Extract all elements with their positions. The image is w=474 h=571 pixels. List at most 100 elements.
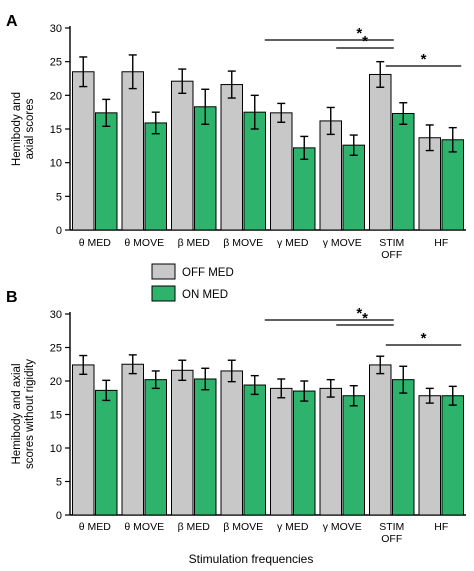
significance-star: * (356, 305, 362, 322)
bar-off-med (121, 363, 144, 516)
y-tick-label: 0 (56, 225, 62, 237)
category-label: θ MOVE (124, 521, 164, 533)
bar-off-med (319, 120, 342, 231)
category-label-line: γ MED (277, 237, 309, 249)
legend-label: ON MED (182, 289, 228, 301)
y-tick-label: 30 (50, 23, 62, 35)
category-label: θ MOVE (124, 237, 164, 249)
bar-on-med (144, 122, 167, 231)
category-label: γ MED (277, 237, 309, 249)
y-tick-label: 0 (56, 510, 62, 522)
bar-on-med (293, 147, 316, 231)
bar-on-med (293, 390, 316, 516)
bar-on-med (392, 113, 415, 231)
legend-swatch (151, 285, 176, 302)
bar-off-med (418, 395, 441, 516)
legend-label: OFF MED (182, 267, 234, 279)
bar-on-med (342, 144, 365, 231)
category-label: β MOVE (223, 237, 263, 249)
y-tick-label: 25 (50, 57, 62, 69)
category-label: θ MED (79, 521, 112, 533)
category-label-line: β MOVE (223, 237, 263, 249)
bar-off-med (72, 364, 95, 516)
bar-on-med (95, 112, 118, 231)
bar-on-med (194, 106, 217, 231)
significance-star: * (362, 33, 368, 50)
bar-off-med (220, 84, 243, 231)
category-label-line: γ MOVE (323, 237, 362, 249)
y-tick-label: 5 (56, 191, 62, 203)
y-axis-label-line: scores without rigidity (24, 359, 36, 469)
category-label: β MOVE (223, 521, 263, 533)
legend-swatch (151, 263, 176, 280)
y-axis-label-line: Hemibody and axial (11, 363, 23, 464)
category-label: γ MOVE (323, 521, 362, 533)
y-axis-label: Hemibody and axialscores without rigidit… (11, 359, 36, 469)
category-label-line: γ MOVE (323, 521, 362, 533)
y-axis-label-line: Hemibody and (11, 92, 23, 166)
significance-star: * (421, 51, 427, 68)
category-label: β MED (178, 237, 211, 249)
panel-label: A (6, 13, 18, 30)
bar-off-med (171, 369, 194, 516)
bar-off-med (270, 387, 293, 516)
bar-on-med (441, 139, 464, 231)
category-label-line: θ MED (79, 237, 112, 249)
bar-off-med (369, 73, 392, 231)
y-axis-label-line: axial scores (24, 98, 36, 159)
category-label-line: γ MED (277, 521, 309, 533)
bar-on-med (243, 384, 266, 516)
y-tick-label: 10 (50, 158, 62, 170)
bar-on-med (441, 395, 464, 516)
category-label-line: STIM (379, 237, 404, 249)
category-label: θ MED (79, 237, 112, 249)
category-label-line: θ MOVE (124, 521, 164, 533)
x-axis-label: Stimulation frequencies (189, 552, 314, 566)
bar-on-med (392, 379, 415, 516)
bar-on-med (243, 111, 266, 231)
significance-star: * (356, 25, 362, 42)
category-label-line: HF (434, 521, 448, 533)
bar-on-med (144, 379, 167, 516)
category-label-line: θ MOVE (124, 237, 164, 249)
category-label-line: STIM (379, 521, 404, 533)
category-label: STIM OFF (379, 237, 404, 261)
category-label-line: β MED (178, 521, 211, 533)
significance-star: * (421, 330, 427, 347)
bar-on-med (342, 395, 365, 516)
category-label: β MED (178, 521, 211, 533)
chart-panel-a: A 0 5 10 15 20 25 30 Hemibody andaxial scores θ M… (6, 13, 466, 261)
category-label: HF (434, 521, 448, 533)
category-label-line: HF (434, 237, 448, 249)
y-tick-label: 20 (50, 376, 62, 388)
legend: OFF MED ON MED (151, 263, 234, 302)
category-label-line: β MED (178, 237, 211, 249)
y-tick-label: 20 (50, 90, 62, 102)
bar-off-med (171, 80, 194, 231)
y-tick-label: 10 (50, 443, 62, 455)
bar-off-med (121, 71, 144, 231)
bar-off-med (270, 112, 293, 231)
category-label: STIM OFF (379, 521, 404, 545)
bar-off-med (72, 71, 95, 231)
y-tick-label: 15 (50, 124, 62, 136)
panel-label: B (6, 289, 18, 306)
category-label-line: θ MED (79, 521, 112, 533)
category-label-line: β MOVE (223, 521, 263, 533)
bar-off-med (220, 370, 243, 516)
category-label: γ MOVE (323, 237, 362, 249)
bar-off-med (319, 387, 342, 516)
bar-off-med (418, 137, 441, 231)
bar-on-med (95, 389, 118, 516)
y-tick-label: 25 (50, 343, 62, 355)
bar-off-med (369, 364, 392, 516)
significance-star: * (362, 310, 368, 327)
chart-panel-b: B 0 5 10 15 20 25 30 Hemibody and axialscores wi… (6, 289, 466, 545)
y-tick-label: 5 (56, 477, 62, 489)
category-label-line: OFF (381, 533, 402, 545)
category-label-line: OFF (381, 249, 402, 261)
category-label: γ MED (277, 521, 309, 533)
y-tick-label: 30 (50, 309, 62, 321)
bar-on-med (194, 378, 217, 516)
